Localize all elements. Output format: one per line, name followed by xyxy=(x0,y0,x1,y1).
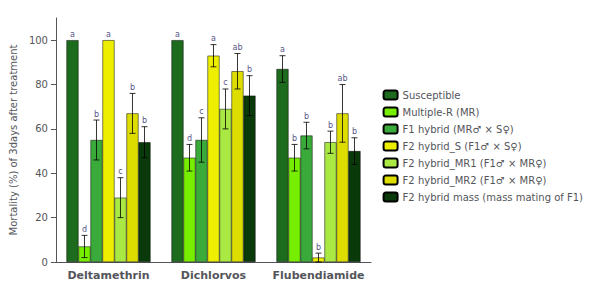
svg-text:b: b xyxy=(316,243,321,252)
svg-text:F1 hybrid (MR♂ × S♀): F1 hybrid (MR♂ × S♀) xyxy=(403,124,514,135)
svg-text:c: c xyxy=(118,167,122,176)
svg-text:b: b xyxy=(142,116,147,125)
svg-text:c: c xyxy=(223,78,227,87)
svg-text:d: d xyxy=(187,134,192,143)
svg-text:a: a xyxy=(211,34,216,43)
svg-text:Deltamethrin: Deltamethrin xyxy=(67,269,149,282)
svg-text:b: b xyxy=(352,127,357,136)
svg-text:0: 0 xyxy=(42,257,48,268)
svg-text:ab: ab xyxy=(233,43,243,52)
svg-text:b: b xyxy=(304,112,309,121)
svg-text:F2 hybrid_S (F1♂ × S♀): F2 hybrid_S (F1♂ × S♀) xyxy=(403,141,522,153)
svg-text:F2 hybrid_MR1 (F1♂ × MR♀): F2 hybrid_MR1 (F1♂ × MR♀) xyxy=(403,158,547,170)
svg-text:b: b xyxy=(94,110,99,119)
svg-text:a: a xyxy=(70,30,75,39)
svg-text:Susceptible: Susceptible xyxy=(403,90,461,101)
svg-text:b: b xyxy=(292,134,297,143)
svg-text:20: 20 xyxy=(35,212,48,223)
svg-text:100: 100 xyxy=(29,35,48,46)
svg-text:F2 hybrid mass (mass mating of: F2 hybrid mass (mass mating of F1) xyxy=(403,192,584,203)
svg-text:Dichlorvos: Dichlorvos xyxy=(181,269,247,282)
svg-text:a: a xyxy=(175,30,180,39)
svg-text:F2 hybrid_MR2 (F1♂ × MR♀): F2 hybrid_MR2 (F1♂ × MR♀) xyxy=(403,175,547,187)
svg-text:ab: ab xyxy=(338,74,348,83)
svg-text:60: 60 xyxy=(35,123,48,134)
svg-text:Multiple-R (MR): Multiple-R (MR) xyxy=(403,107,480,118)
svg-text:a: a xyxy=(280,45,285,54)
svg-text:Flubendiamide: Flubendiamide xyxy=(273,269,365,282)
svg-text:d: d xyxy=(82,225,87,234)
svg-text:b: b xyxy=(247,65,252,74)
svg-text:Mortality (%) of 3days after t: Mortality (%) of 3days after treatment xyxy=(8,44,19,235)
svg-text:b: b xyxy=(328,121,333,130)
svg-text:a: a xyxy=(106,30,111,39)
svg-text:b: b xyxy=(130,83,135,92)
svg-text:40: 40 xyxy=(35,168,48,179)
svg-text:80: 80 xyxy=(35,79,48,90)
svg-text:c: c xyxy=(199,107,203,116)
